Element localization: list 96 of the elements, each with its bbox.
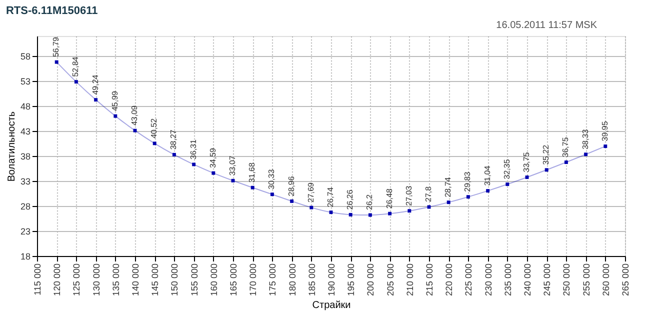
x-tick-label: 205 000 xyxy=(385,264,396,296)
x-tick-label: 235 000 xyxy=(502,264,513,296)
data-label: 36,31 xyxy=(188,138,198,160)
x-tick-label: 155 000 xyxy=(189,264,200,296)
data-label: 43,09 xyxy=(130,104,139,126)
x-tick-label: 260 000 xyxy=(600,264,611,296)
point xyxy=(348,212,352,216)
x-tick-label: 115 000 xyxy=(32,264,42,296)
y-tick-label: 23 xyxy=(20,226,30,236)
x-tick-label: 145 000 xyxy=(150,264,160,296)
x-tick-label: 245 000 xyxy=(542,264,552,296)
data-label: 45,99 xyxy=(110,90,120,112)
data-label: 38,27 xyxy=(169,129,178,150)
chart-title: RTS-6.11M150611 xyxy=(6,5,98,17)
point xyxy=(270,192,274,196)
data-label: 34,59 xyxy=(208,147,218,168)
point xyxy=(604,144,608,148)
x-tick-label: 195 000 xyxy=(346,264,356,296)
data-label: 30,33 xyxy=(267,168,276,190)
x-tick-label: 130 000 xyxy=(91,264,102,296)
text: 16.05.2011 11:57 MSK xyxy=(496,20,598,31)
data-label: 32,35 xyxy=(502,158,512,180)
point xyxy=(446,200,450,204)
y-tick-label: 33 xyxy=(20,176,30,186)
x-tick-label: 185 000 xyxy=(306,264,317,296)
point xyxy=(74,80,78,84)
data-label: 36,75 xyxy=(561,136,570,158)
data-label: 33,07 xyxy=(228,155,237,176)
x-tick-label: 160 000 xyxy=(208,264,219,296)
x-tick-label: 200 000 xyxy=(366,264,376,296)
y-tick-label: 53 xyxy=(20,76,30,86)
data-label: 49,24 xyxy=(90,74,100,95)
point xyxy=(192,162,196,166)
y-axis-title: Волатильность xyxy=(6,111,18,182)
data-label: 27,8 xyxy=(424,186,433,202)
x-tick-label: 140 000 xyxy=(130,264,140,296)
point xyxy=(310,206,314,210)
x-tick-label: 150 000 xyxy=(170,264,180,296)
y-tick-label: 43 xyxy=(20,126,30,136)
x-tick-label: 255 000 xyxy=(581,264,592,296)
x-tick-label: 175 000 xyxy=(268,264,278,296)
x-tick-label: 265 000 xyxy=(620,264,630,296)
data-label: 28,74 xyxy=(444,176,453,198)
point xyxy=(584,152,588,156)
data-label: 26,26 xyxy=(346,189,355,210)
x-tick-label: 210 000 xyxy=(404,264,415,296)
data-label: 38,33 xyxy=(580,128,590,150)
x-tick-label: 240 000 xyxy=(522,264,532,296)
x-tick-label: 120 000 xyxy=(52,264,62,296)
x-axis-title: Страйки xyxy=(312,300,351,312)
y-tick-label: 58 xyxy=(20,52,30,62)
data-label: 27,03 xyxy=(404,185,414,206)
x-tick-label: 125 000 xyxy=(72,264,82,296)
data-label: 52,84 xyxy=(71,56,80,77)
point xyxy=(114,114,118,118)
data-label: 35,22 xyxy=(542,144,551,165)
point xyxy=(290,199,294,203)
data-label: 31,68 xyxy=(248,162,257,183)
data-label: 56,79 xyxy=(52,36,61,58)
data-label: 27,69 xyxy=(306,182,316,203)
point xyxy=(564,160,568,164)
point xyxy=(250,186,254,190)
data-label: 26,2 xyxy=(365,194,374,210)
point xyxy=(544,168,548,172)
point xyxy=(152,142,156,146)
point xyxy=(172,152,176,156)
y-tick-label: 48 xyxy=(20,102,30,112)
point xyxy=(94,98,98,102)
x-tick-label: 190 000 xyxy=(326,264,336,296)
y-tick-label: 18 xyxy=(20,252,30,262)
point xyxy=(466,195,470,199)
data-label: 40,52 xyxy=(150,118,159,138)
y-tick-label: 28 xyxy=(20,202,30,212)
x-tick-label: 170 000 xyxy=(248,264,258,296)
y-tick-label: 38 xyxy=(20,152,30,162)
x-tick-label: 220 000 xyxy=(444,264,454,296)
x-tick-label: 215 000 xyxy=(424,264,434,296)
data-label: 26,74 xyxy=(326,186,335,208)
x-tick-label: 225 000 xyxy=(464,264,474,296)
data-label: 31,04 xyxy=(482,165,492,186)
point xyxy=(408,209,412,213)
x-tick-label: 250 000 xyxy=(562,264,572,296)
data-label: 39,95 xyxy=(600,120,610,142)
x-tick-label: 230 000 xyxy=(483,264,494,296)
point xyxy=(486,189,490,193)
x-tick-label: 165 000 xyxy=(228,264,238,296)
point xyxy=(212,171,216,175)
point xyxy=(506,182,510,186)
x-tick-label: 135 000 xyxy=(110,264,121,296)
data-label: 28,96 xyxy=(286,176,296,196)
point xyxy=(54,60,58,64)
point xyxy=(388,212,392,216)
data-label: 29,83 xyxy=(463,171,472,192)
data-label: 33,75 xyxy=(522,152,531,172)
x-tick-label: 180 000 xyxy=(287,264,298,296)
data-label: 26,48 xyxy=(384,188,394,209)
